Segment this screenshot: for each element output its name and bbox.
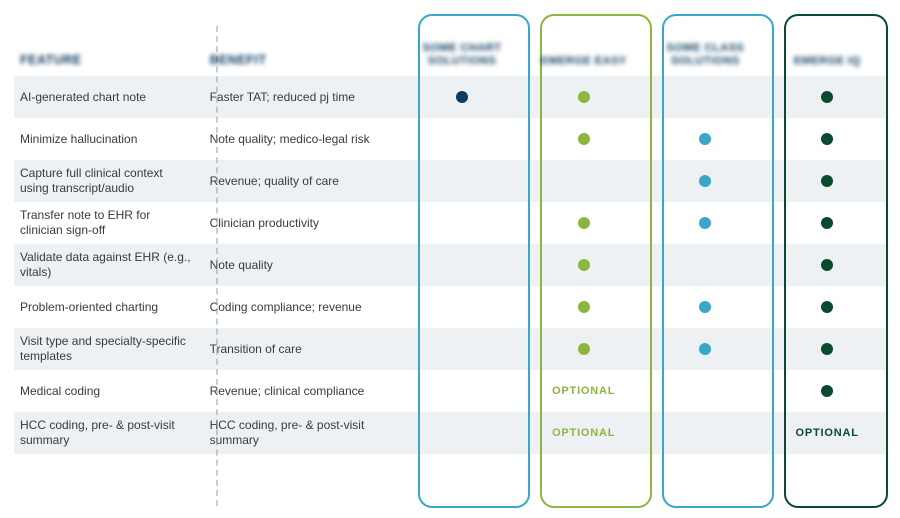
- benefit-text: Transition of care: [210, 342, 400, 357]
- feature-text: Transfer note to EHR for clinician sign-…: [20, 208, 204, 238]
- benefit-text: Note quality: [210, 258, 400, 273]
- table-row: Transfer note to EHR for clinician sign-…: [14, 202, 886, 244]
- plan-cell: [772, 250, 882, 280]
- plan-cell: [407, 250, 517, 280]
- plan-cell: [407, 334, 517, 364]
- table-row: HCC coding, pre- & post-visit summaryHCC…: [14, 412, 886, 454]
- header-benefit: BENEFIT: [210, 53, 400, 76]
- table-row: Problem-oriented charting Coding complian…: [14, 286, 886, 328]
- benefit-text: Coding compliance; revenue: [210, 300, 400, 315]
- optional-label: OPTIONAL: [552, 427, 615, 439]
- feature-dot-icon: [821, 91, 833, 103]
- feature-dot-icon: [699, 301, 711, 313]
- optional-label: OPTIONAL: [552, 385, 615, 397]
- header-plan-4: EMERGE IQ: [772, 55, 882, 76]
- header-feature: FEATURE: [20, 53, 204, 76]
- plan-cell: [529, 334, 639, 364]
- plan-cell: [772, 334, 882, 364]
- header-plan-3: SOME CLASS SOLUTIONS: [651, 42, 761, 76]
- comparison-table: FEATURE BENEFIT SOME CHART SOLUTIONS EME…: [0, 0, 900, 518]
- feature-text: Minimize hallucination: [20, 132, 204, 147]
- plan-cell: [651, 376, 761, 406]
- feature-dot-icon: [821, 385, 833, 397]
- benefit-text: HCC coding, pre- & post-visit summary: [210, 418, 400, 448]
- plan-cell: [407, 124, 517, 154]
- feature-dot-icon: [699, 217, 711, 229]
- plan-cell: [529, 166, 639, 196]
- table-row: Validate data against EHR (e.g., vitals)…: [14, 244, 886, 286]
- plan-cell: OPTIONAL: [529, 376, 639, 406]
- feature-dot-icon: [578, 91, 590, 103]
- table-row: Minimize hallucination Note quality; medi…: [14, 118, 886, 160]
- benefit-text: Clinician productivity: [210, 216, 400, 231]
- plan-cell: [529, 82, 639, 112]
- feature-dot-icon: [821, 259, 833, 271]
- feature-text: Problem-oriented charting: [20, 300, 204, 315]
- plan-cell: [407, 376, 517, 406]
- feature-text: AI-generated chart note: [20, 90, 204, 105]
- table-body: AI-generated chart note Faster TAT; reduc…: [14, 76, 886, 454]
- plan-cell: [651, 166, 761, 196]
- feature-text: Validate data against EHR (e.g., vitals): [20, 250, 204, 280]
- optional-label: OPTIONAL: [796, 427, 859, 439]
- feature-text: HCC coding, pre- & post-visit summary: [20, 418, 204, 448]
- feature-text: Medical coding: [20, 384, 204, 399]
- table-row: Medical coding Revenue; clinical complian…: [14, 370, 886, 412]
- plan-cell: [407, 166, 517, 196]
- table-row: Capture full clinical context using tran…: [14, 160, 886, 202]
- plan-cell: [529, 292, 639, 322]
- plan-cell: [529, 208, 639, 238]
- benefit-text: Revenue; clinical compliance: [210, 384, 400, 399]
- plan-cell: [772, 292, 882, 322]
- plan-cell: [529, 250, 639, 280]
- plan-cell: [407, 418, 517, 448]
- feature-dot-icon: [699, 133, 711, 145]
- feature-dot-icon: [456, 91, 468, 103]
- header-plan-1: SOME CHART SOLUTIONS: [407, 42, 517, 76]
- header-plan-2: EMERGE EASY: [529, 55, 639, 76]
- plan-cell: [772, 166, 882, 196]
- table-header-row: FEATURE BENEFIT SOME CHART SOLUTIONS EME…: [14, 20, 886, 76]
- plan-cell: [651, 208, 761, 238]
- benefit-text: Note quality; medico-legal risk: [210, 132, 400, 147]
- feature-dot-icon: [821, 133, 833, 145]
- feature-dot-icon: [578, 259, 590, 271]
- feature-dot-icon: [578, 133, 590, 145]
- plan-cell: [651, 418, 761, 448]
- table-row: Visit type and specialty-specific templa…: [14, 328, 886, 370]
- plan-cell: [651, 292, 761, 322]
- plan-cell: [651, 82, 761, 112]
- plan-cell: [407, 208, 517, 238]
- plan-cell: [772, 124, 882, 154]
- plan-cell: [772, 376, 882, 406]
- feature-dot-icon: [699, 343, 711, 355]
- plan-cell: [772, 82, 882, 112]
- plan-cell: OPTIONAL: [529, 418, 639, 448]
- table-row: AI-generated chart note Faster TAT; reduc…: [14, 76, 886, 118]
- benefit-text: Faster TAT; reduced pj time: [210, 90, 400, 105]
- plan-cell: [651, 334, 761, 364]
- feature-text: Visit type and specialty-specific templa…: [20, 334, 204, 364]
- plan-cell: [407, 292, 517, 322]
- plan-cell: OPTIONAL: [772, 418, 882, 448]
- feature-dot-icon: [699, 175, 711, 187]
- feature-dot-icon: [821, 217, 833, 229]
- feature-dot-icon: [821, 343, 833, 355]
- feature-dot-icon: [821, 175, 833, 187]
- feature-dot-icon: [821, 301, 833, 313]
- plan-cell: [772, 208, 882, 238]
- plan-cell: [651, 124, 761, 154]
- plan-cell: [529, 124, 639, 154]
- feature-dot-icon: [578, 301, 590, 313]
- feature-dot-icon: [578, 217, 590, 229]
- feature-dot-icon: [578, 343, 590, 355]
- feature-text: Capture full clinical context using tran…: [20, 166, 204, 196]
- plan-cell: [407, 82, 517, 112]
- benefit-text: Revenue; quality of care: [210, 174, 400, 189]
- plan-cell: [651, 250, 761, 280]
- column-divider: [216, 26, 218, 506]
